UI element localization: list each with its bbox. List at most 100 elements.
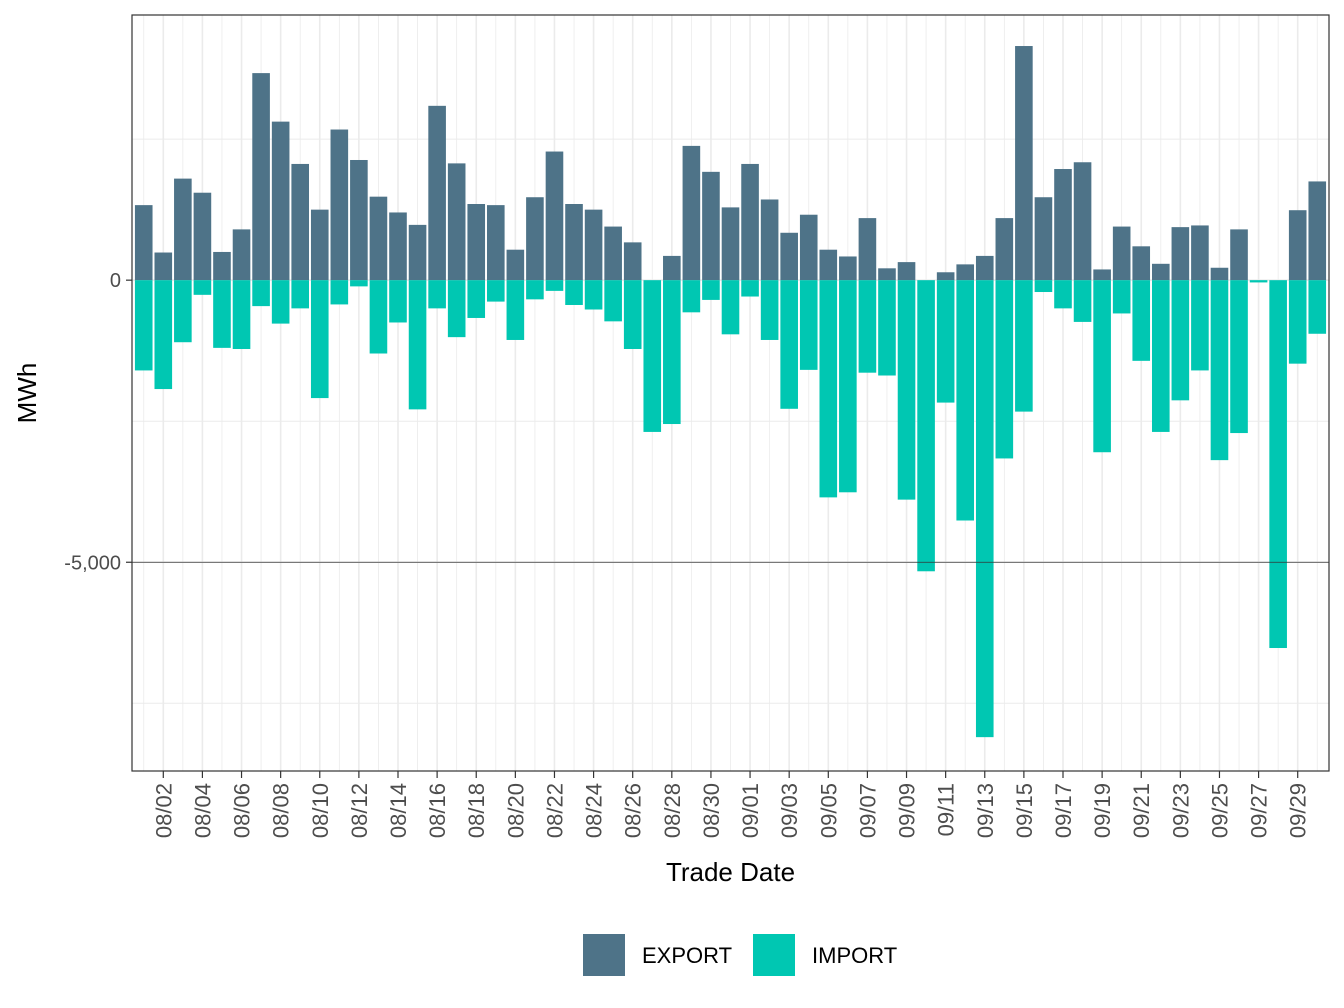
x-tick-label: 09/21 <box>1129 783 1154 838</box>
x-tick-label: 09/09 <box>895 783 920 838</box>
y-axis-title: MWh <box>12 363 42 424</box>
bar-export <box>1093 269 1111 281</box>
x-tick-label: 09/05 <box>816 783 841 838</box>
bar-export <box>780 232 798 281</box>
bar-export <box>975 255 994 281</box>
bar-export <box>604 226 622 281</box>
bar-export <box>1191 225 1209 281</box>
bars <box>132 46 1329 738</box>
bar-export <box>702 171 720 281</box>
bar-export <box>526 197 544 281</box>
bar-export <box>819 249 838 281</box>
bar-import <box>584 280 603 310</box>
bar-export <box>1015 46 1033 281</box>
x-tick-label: 08/16 <box>425 783 450 838</box>
x-tick-label: 08/26 <box>621 783 646 838</box>
y-tick-label: 0 <box>110 270 121 292</box>
bar-import <box>741 280 759 297</box>
bar-export <box>1054 169 1072 281</box>
bar-import <box>760 280 779 340</box>
bar-import <box>526 280 544 300</box>
bar-import <box>1132 280 1151 361</box>
bar-import <box>643 280 662 432</box>
bar-import <box>486 280 505 302</box>
bar-import <box>369 280 388 354</box>
bar-export <box>232 229 251 281</box>
bar-export <box>897 262 916 281</box>
bar-export <box>839 256 857 281</box>
x-tick-label: 08/04 <box>190 783 215 838</box>
bar-export <box>369 196 388 281</box>
bar-export <box>1112 226 1131 281</box>
bar-import <box>858 280 877 373</box>
bar-import <box>291 280 310 309</box>
bar-import <box>975 280 994 738</box>
bar-export <box>936 272 955 281</box>
bar-import <box>663 280 681 425</box>
bar-import <box>134 280 153 371</box>
bar-import <box>467 280 486 318</box>
bar-import <box>408 280 427 410</box>
legend-key-import <box>753 934 795 976</box>
bar-export <box>1210 267 1229 281</box>
bar-import <box>878 280 896 376</box>
bar-import <box>623 280 642 349</box>
bar-import <box>310 280 329 399</box>
bar-export <box>623 242 642 281</box>
bar-export <box>134 205 153 281</box>
bar-import <box>154 280 173 390</box>
bar-export <box>1151 263 1170 281</box>
bar-export <box>252 73 270 281</box>
bar-import <box>1308 280 1327 334</box>
bar-export <box>291 163 310 281</box>
bar-import <box>1210 280 1229 461</box>
x-tick-label: 09/01 <box>738 783 763 838</box>
bar-import <box>1093 280 1111 453</box>
x-tick-label: 09/13 <box>973 783 998 838</box>
bar-import <box>1015 280 1033 412</box>
bar-export <box>330 129 349 281</box>
legend-label-export: EXPORT <box>642 943 732 968</box>
x-tick-label: 09/19 <box>1090 783 1115 838</box>
bar-import <box>350 280 368 287</box>
bar-import <box>936 280 955 403</box>
x-tick-label: 09/25 <box>1207 783 1232 838</box>
x-tick-label: 08/28 <box>660 783 685 838</box>
x-tick-label: 08/12 <box>347 783 372 838</box>
bar-export <box>682 145 701 281</box>
bar-export <box>995 218 1014 281</box>
bar-import <box>819 280 838 498</box>
bar-export <box>271 121 290 281</box>
x-tick-label: 09/29 <box>1286 783 1311 838</box>
x-tick-label: 08/20 <box>503 783 528 838</box>
x-tick-label: 09/11 <box>934 783 959 836</box>
bar-import <box>447 280 466 338</box>
bar-import <box>213 280 231 348</box>
bar-export <box>408 224 427 281</box>
bar-import <box>1269 280 1287 649</box>
bar-import <box>389 280 407 323</box>
x-axis-title: Trade Date <box>666 857 795 887</box>
bar-export <box>878 268 896 281</box>
legend-key-export <box>583 934 625 976</box>
bar-export <box>584 209 603 281</box>
bar-export <box>350 159 368 281</box>
bar-import <box>721 280 740 335</box>
x-tick-label: 08/02 <box>151 783 176 838</box>
bar-import <box>565 280 583 305</box>
bar-export <box>467 204 486 281</box>
x-tick-label: 08/24 <box>582 783 607 838</box>
bar-export <box>154 252 173 281</box>
bar-export <box>213 251 231 281</box>
x-tick-label: 08/14 <box>386 783 411 838</box>
bar-export <box>799 214 818 281</box>
bar-import <box>252 280 270 307</box>
bar-export <box>1171 227 1190 281</box>
bar-export <box>565 204 583 281</box>
bar-export <box>193 192 212 281</box>
bar-import <box>1288 280 1307 364</box>
bar-import <box>1112 280 1131 314</box>
x-tick-label: 08/06 <box>230 783 255 838</box>
bar-import <box>1034 280 1053 293</box>
